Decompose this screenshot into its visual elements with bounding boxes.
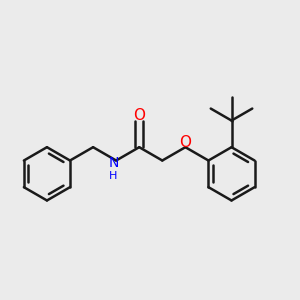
Text: N: N	[108, 156, 118, 170]
Text: H: H	[109, 171, 118, 181]
Text: O: O	[179, 135, 191, 150]
Text: O: O	[133, 108, 145, 123]
